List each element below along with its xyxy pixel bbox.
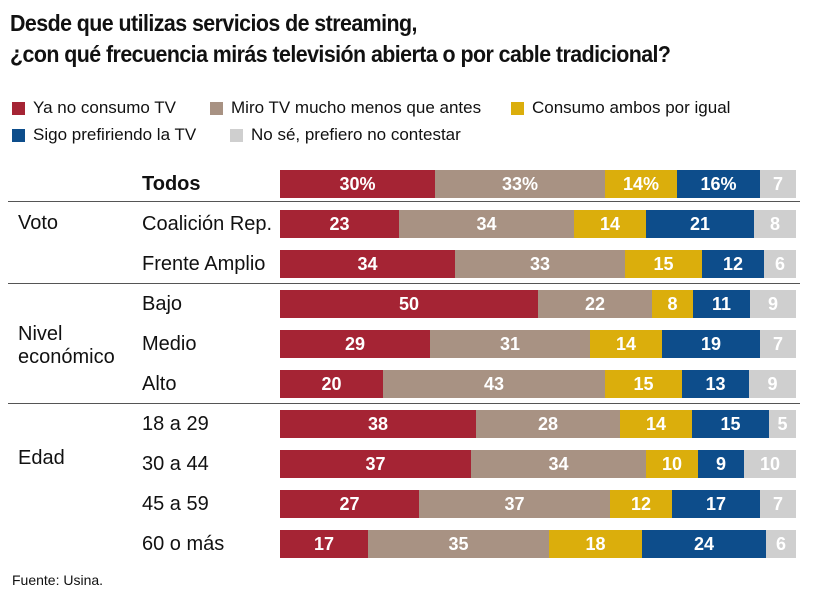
- legend-label: No sé, prefiero no contestar: [251, 125, 461, 144]
- bar-row-18-29: 38 28 14 15 5: [280, 410, 796, 438]
- seg-ya-no-consumo: 30%: [280, 170, 435, 198]
- seg-ambos-por-igual: 14%: [605, 170, 677, 198]
- seg-ambos-por-igual: 10: [646, 450, 698, 478]
- legend-swatch: [12, 128, 25, 142]
- seg-miro-menos: 34: [399, 210, 574, 238]
- row-label-frente-amplio: Frente Amplio: [142, 253, 266, 275]
- row-label-30-44: 30 a 44: [142, 453, 209, 475]
- seg-ya-no-consumo: 29: [280, 330, 430, 358]
- seg-no-sabe: 9: [750, 290, 796, 318]
- bar-row-coalicion: 23 34 14 21 8: [280, 210, 796, 238]
- legend-label: Miro TV mucho menos que antes: [231, 98, 482, 117]
- title-line-1: Desde que utilizas servicios de streamin…: [10, 10, 417, 36]
- legend-swatch: [210, 101, 223, 115]
- row-label-alto: Alto: [142, 373, 177, 395]
- seg-miro-menos: 31: [430, 330, 590, 358]
- seg-prefiere-tv: 15: [692, 410, 769, 438]
- seg-no-sabe: 6: [764, 250, 796, 278]
- group-label-nivel-economico: Nivel económico: [18, 323, 115, 368]
- seg-ya-no-consumo: 23: [280, 210, 399, 238]
- seg-prefiere-tv: 11: [693, 290, 750, 318]
- seg-prefiere-tv: 13: [682, 370, 749, 398]
- seg-miro-menos: 43: [383, 370, 605, 398]
- bar-row-todos: 30% 33% 14% 16% 7: [280, 170, 796, 198]
- seg-ambos-por-igual: 12: [610, 490, 672, 518]
- legend-swatch: [511, 101, 524, 115]
- legend-item-ambos-por-igual: Consumo ambos por igual: [511, 98, 730, 118]
- seg-ya-no-consumo: 34: [280, 250, 455, 278]
- seg-no-sabe: 6: [766, 530, 796, 558]
- seg-ambos-por-igual: 14: [620, 410, 692, 438]
- seg-miro-menos: 28: [476, 410, 620, 438]
- row-label-60-mas: 60 o más: [142, 533, 225, 555]
- bar-row-frente-amplio: 34 33 15 12 6: [280, 250, 796, 278]
- row-label-45-59: 45 a 59: [142, 493, 209, 515]
- group-label-edad: Edad: [18, 447, 65, 469]
- seg-no-sabe: 7: [760, 490, 796, 518]
- legend-label: Ya no consumo TV: [33, 98, 177, 117]
- divider-todos: [8, 201, 800, 202]
- chart-title: Desde que utilizas servicios de streamin…: [10, 8, 768, 70]
- seg-prefiere-tv: 12: [702, 250, 764, 278]
- seg-no-sabe: 7: [760, 330, 796, 358]
- seg-prefiere-tv: 19: [662, 330, 760, 358]
- legend-item-prefiere-tv: Sigo prefiriendo la TV: [12, 125, 196, 145]
- seg-prefiere-tv: 16%: [677, 170, 760, 198]
- seg-prefiere-tv: 24: [642, 530, 766, 558]
- row-label-18-29: 18 a 29: [142, 413, 209, 435]
- legend-swatch: [230, 128, 243, 142]
- seg-miro-menos: 35: [368, 530, 549, 558]
- legend-item-ya-no-consumo: Ya no consumo TV: [12, 98, 176, 118]
- seg-miro-menos: 33: [455, 250, 625, 278]
- seg-ambos-por-igual: 15: [625, 250, 702, 278]
- group-label-voto: Voto: [18, 212, 59, 234]
- legend-swatch: [12, 101, 25, 115]
- bar-row-30-44: 37 34 10 9 10: [280, 450, 796, 478]
- divider-voto: [8, 283, 800, 284]
- row-label-bajo: Bajo: [142, 293, 183, 315]
- legend-item-miro-menos: Miro TV mucho menos que antes: [210, 98, 481, 118]
- seg-no-sabe: 10: [744, 450, 796, 478]
- row-label-todos: Todos: [142, 173, 201, 195]
- legend-item-no-sabe: No sé, prefiero no contestar: [230, 125, 461, 145]
- seg-miro-menos: 34: [471, 450, 646, 478]
- row-label-coalicion: Coalición Rep.: [142, 213, 273, 235]
- source-note: Fuente: Usina.: [12, 572, 104, 588]
- seg-ambos-por-igual: 18: [549, 530, 642, 558]
- row-label-medio: Medio: [142, 333, 197, 355]
- seg-ambos-por-igual: 14: [574, 210, 646, 238]
- legend-label: Consumo ambos por igual: [532, 98, 731, 117]
- seg-ya-no-consumo: 17: [280, 530, 368, 558]
- bar-row-60-mas: 17 35 18 24 6: [280, 530, 796, 558]
- seg-ya-no-consumo: 37: [280, 450, 471, 478]
- seg-ya-no-consumo: 20: [280, 370, 383, 398]
- seg-ya-no-consumo: 38: [280, 410, 476, 438]
- seg-ambos-por-igual: 15: [605, 370, 682, 398]
- seg-miro-menos: 37: [419, 490, 610, 518]
- seg-miro-menos: 22: [538, 290, 652, 318]
- seg-miro-menos: 33%: [435, 170, 605, 198]
- seg-no-sabe: 5: [769, 410, 796, 438]
- seg-prefiere-tv: 21: [646, 210, 754, 238]
- seg-no-sabe: 8: [754, 210, 796, 238]
- seg-ambos-por-igual: 14: [590, 330, 662, 358]
- bar-row-45-59: 27 37 12 17 7: [280, 490, 796, 518]
- seg-ya-no-consumo: 27: [280, 490, 419, 518]
- bar-row-medio: 29 31 14 19 7: [280, 330, 796, 358]
- seg-prefiere-tv: 17: [672, 490, 760, 518]
- divider-nivel: [8, 403, 800, 404]
- bar-row-bajo: 50 22 8 11 9: [280, 290, 796, 318]
- seg-no-sabe: 9: [749, 370, 796, 398]
- seg-ambos-por-igual: 8: [652, 290, 693, 318]
- title-line-2: ¿con qué frecuencia mirás televisión abi…: [10, 41, 671, 67]
- seg-prefiere-tv: 9: [698, 450, 744, 478]
- legend-label: Sigo prefiriendo la TV: [33, 125, 197, 144]
- bar-row-alto: 20 43 15 13 9: [280, 370, 796, 398]
- seg-no-sabe: 7: [760, 170, 796, 198]
- seg-ya-no-consumo: 50: [280, 290, 538, 318]
